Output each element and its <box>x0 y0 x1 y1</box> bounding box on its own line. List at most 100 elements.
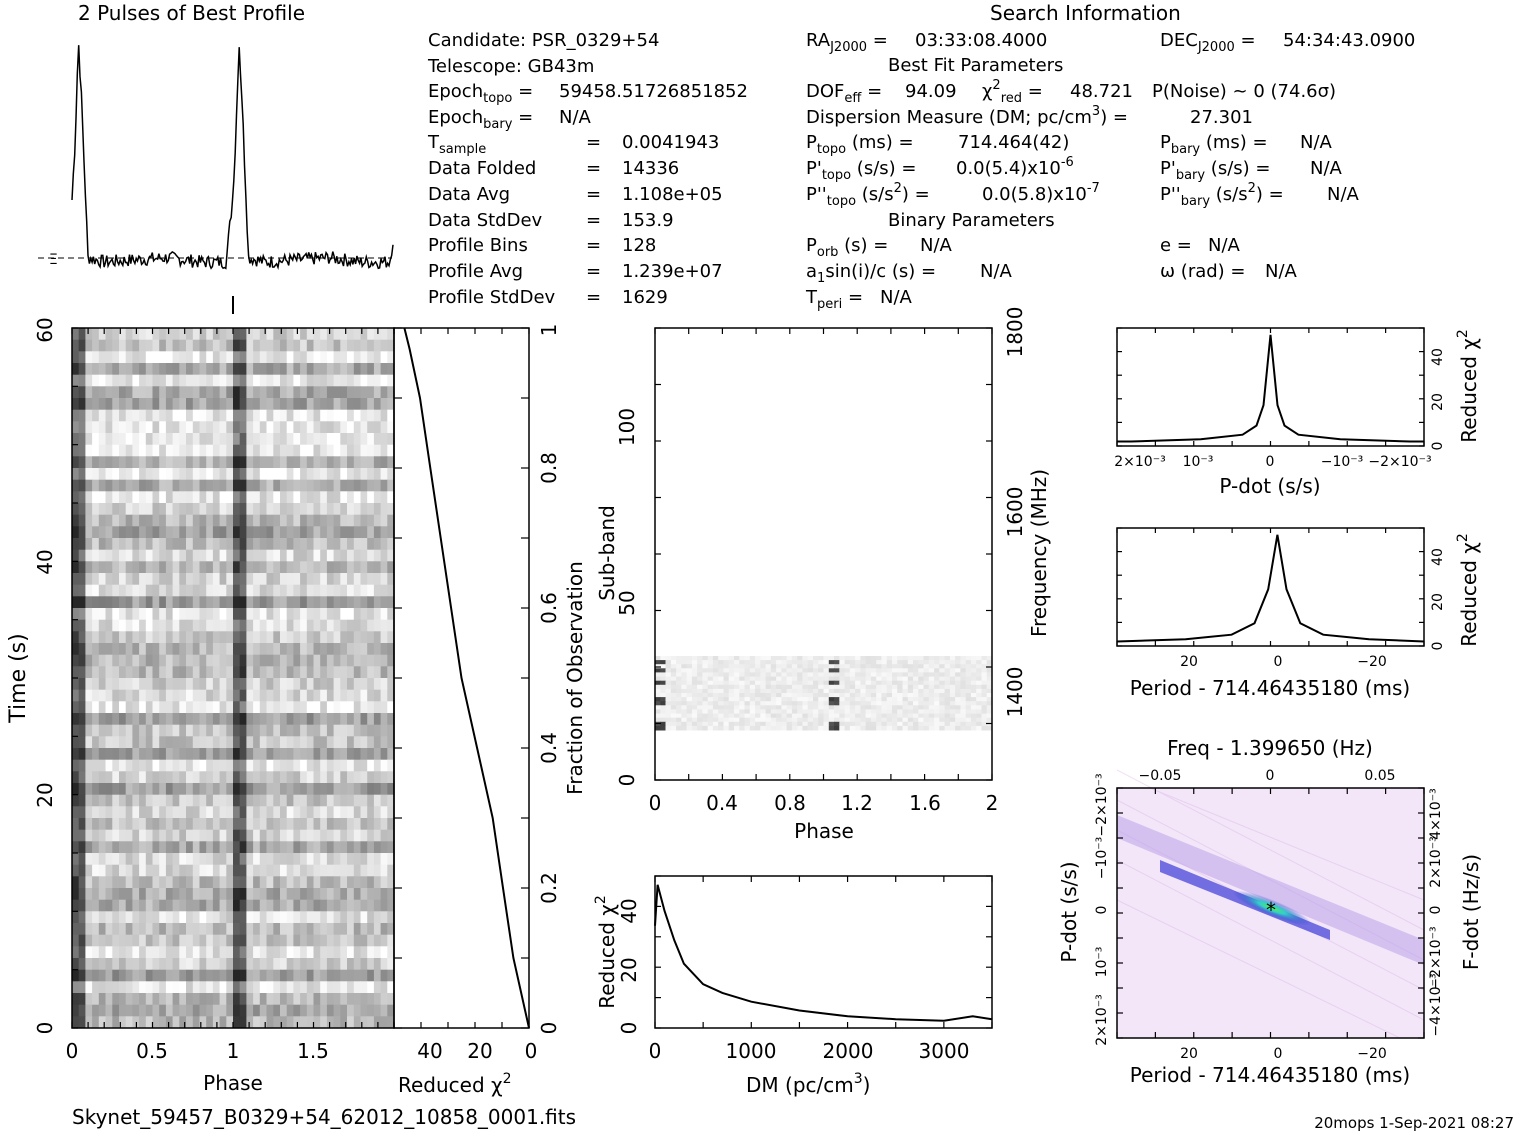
time-phase-cell <box>380 911 388 924</box>
time-phase-cell <box>85 328 93 341</box>
time-phase-cell <box>306 689 314 702</box>
time-phase-cell <box>206 608 214 621</box>
subband-cell <box>902 709 909 714</box>
time-phase-cell <box>112 654 120 667</box>
time-phase-cell <box>326 409 335 422</box>
subband-cell <box>760 664 767 669</box>
pp-tick-m20: −20 <box>1357 1046 1387 1062</box>
subband-cell <box>797 668 803 673</box>
time-phase-cell <box>159 526 167 539</box>
time-phase-cell <box>320 398 328 411</box>
time-phase-cell <box>320 829 328 842</box>
subband-cell <box>802 660 809 665</box>
pdot-tick-4: −2×10⁻³ <box>1368 454 1431 470</box>
time-phase-cell <box>387 864 395 877</box>
time-phase-cell <box>306 643 314 656</box>
time-phase-cell <box>199 689 207 702</box>
subband-cell <box>897 688 903 694</box>
time-phase-cell <box>253 829 261 842</box>
subband-cell <box>976 660 982 665</box>
time-phase-cell <box>320 771 328 784</box>
time-phase-cell <box>72 923 80 936</box>
time-phase-cell <box>313 934 321 947</box>
time-phase-cell <box>226 491 234 504</box>
subband-cell <box>881 656 888 661</box>
time-phase-cell <box>219 969 227 982</box>
time-phase-cell <box>112 619 120 632</box>
time-phase-cell <box>105 514 113 527</box>
subband-cell <box>712 693 719 698</box>
time-phase-cell <box>98 514 106 527</box>
time-phase-cell <box>145 701 153 714</box>
subband-cell <box>691 676 698 682</box>
time-phase-cell <box>326 491 335 504</box>
time-phase-cell <box>85 864 93 877</box>
subband-cell <box>834 672 840 677</box>
time-phase-cell <box>139 573 147 586</box>
time-phase-cell <box>98 993 106 1006</box>
subband-cell <box>755 656 761 661</box>
time-phase-cell <box>253 561 261 574</box>
time-phase-cell <box>340 818 348 831</box>
time-phase-cell <box>165 818 174 831</box>
time-phase-cell <box>192 794 200 807</box>
subband-cell <box>670 697 677 702</box>
subband-cell <box>928 660 935 665</box>
subband-cell <box>807 672 814 677</box>
subband-cell <box>749 717 756 723</box>
time-phase-cell <box>219 818 227 831</box>
subband-cell <box>844 701 851 706</box>
subband-cell <box>755 680 761 686</box>
time-phase-cell <box>300 643 308 656</box>
time-phase-cell <box>353 946 361 959</box>
time-phase-cell <box>139 654 147 667</box>
subband-cell <box>818 684 824 690</box>
time-phase-cell <box>253 468 261 481</box>
subband-cell <box>828 709 835 714</box>
time-phase-cell <box>78 701 86 714</box>
subband-cell <box>907 693 914 698</box>
time-phase-cell <box>112 818 120 831</box>
time-phase-cell <box>280 806 288 819</box>
time-phase-cell <box>152 503 160 516</box>
time-phase-cell <box>92 654 100 667</box>
subband-cell <box>781 660 788 665</box>
subband-cell <box>665 676 672 682</box>
subband-cell <box>807 701 814 706</box>
period-xlabel: Period - 714.46435180 (ms) <box>1130 676 1411 700</box>
time-phase-cell <box>333 433 341 446</box>
time-phase-cell <box>326 818 335 831</box>
subband-cell <box>860 656 867 661</box>
time-phase-cell <box>179 1016 187 1029</box>
time-phase-cell <box>293 433 301 446</box>
time-phase-cell <box>199 328 207 341</box>
time-phase-cell <box>326 771 335 784</box>
time-phase-cell <box>72 876 80 889</box>
subband-cell <box>976 717 982 723</box>
time-phase-cell <box>273 876 281 889</box>
time-phase-cell <box>192 398 200 411</box>
time-phase-cell <box>78 468 86 481</box>
time-phase-cell <box>139 899 147 912</box>
time-phase-cell <box>105 888 113 901</box>
time-phase-cell <box>286 748 294 761</box>
subband-cell <box>949 701 956 706</box>
subband-cell <box>665 668 672 673</box>
subband-cell <box>823 693 830 698</box>
time-phase-cell <box>360 596 368 609</box>
time-phase-cell <box>367 561 375 574</box>
time-phase-cell <box>226 724 234 737</box>
time-phase-cell <box>373 806 382 819</box>
time-phase-cell <box>132 398 140 411</box>
time-phase-cell <box>300 981 308 994</box>
time-phase-cell <box>125 351 133 364</box>
time-phase-cell <box>105 724 113 737</box>
time-phase-cell <box>78 339 86 352</box>
subband-cell <box>665 721 672 727</box>
time-phase-cell <box>78 993 86 1006</box>
subband-cell <box>923 668 930 673</box>
time-phase-cell <box>306 433 314 446</box>
subband-cell <box>686 684 693 690</box>
subband-cell <box>813 701 819 706</box>
time-phase-cell <box>280 993 288 1006</box>
